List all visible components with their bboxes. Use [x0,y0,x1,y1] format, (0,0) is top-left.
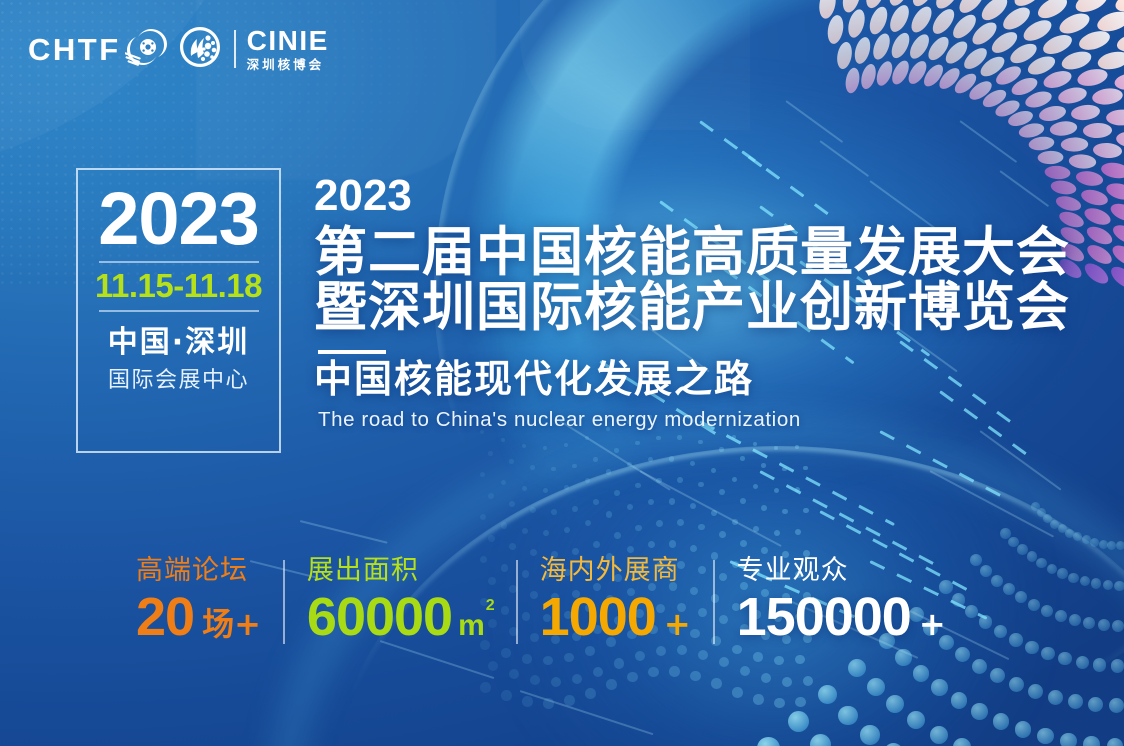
stat-label: 专业观众 [736,555,849,586]
atom-sphere-icon [178,25,222,74]
cinie-lockup: CINIE 深圳核博会 [246,24,329,72]
subtitle-english: The road to China's nuclear energy moder… [318,408,801,432]
comet-swoosh-icon [124,25,171,74]
stat-item: 高端论坛 20 场+ [136,556,283,645]
stat-value: 60000 m2 [306,586,495,647]
stat-item: 展出面积 60000 m2 [282,555,516,647]
cinie-chinese-name: 深圳核博会 [246,56,325,72]
stat-unit-exponent: 2 [485,596,495,614]
stat-number: 60000 [306,586,453,647]
title-divider-dash [318,350,386,355]
stat-value: 150000 + [737,590,946,644]
stat-unit: + [918,604,946,643]
subtitle-chinese: 中国核能现代化发展之路 [314,357,755,402]
title-line-1: 第二届中国核能高质量发展大会 [314,222,1070,283]
stat-unit: + [663,604,691,643]
stat-number: 1000 [539,586,657,647]
stats-row: 高端论坛 20 场+ 展出面积 60000 m2 海内外展商 1000 + 专业观众 150000 + [136,556,968,645]
cinie-wordmark: CINIE [246,24,329,56]
stat-unit: 场+ [202,604,261,643]
date-venue-box: 2023 11.15-11.18 中国·深圳 国际会展中心 [76,168,281,453]
date-box-rule-top [98,261,259,264]
stat-label: 高端论坛 [136,555,248,586]
date-box-year: 2023 [98,177,260,260]
stat-label: 海内外展商 [539,555,680,586]
date-box-rule-bottom [98,310,259,313]
title-line-2: 暨深圳国际核能产业创新博览会 [314,277,1070,339]
stat-number: 150000 [736,586,912,647]
date-box-dates: 11.15-11.18 [94,267,263,305]
stat-unit: m2 [458,596,495,642]
date-box-city: 中国·深圳 [107,325,250,361]
stat-value: 1000 + [540,590,691,644]
chtf-wordmark: CHTF [28,31,121,67]
stat-value: 20 场+ [136,590,261,645]
stat-item: 专业观众 150000 + [712,555,968,644]
stat-item: 海内外展商 1000 + [515,555,713,644]
stat-number: 20 [136,586,195,647]
title-block: 2023 第二届中国核能高质量发展大会 暨深圳国际核能产业创新博览会 中国核能现… [314,174,1070,432]
stat-label: 展出面积 [306,555,419,586]
title-year: 2023 [314,171,412,220]
date-box-venue: 国际会展中心 [107,368,249,394]
logo-bar: CHTF [28,24,329,74]
logo-divider [233,30,236,68]
